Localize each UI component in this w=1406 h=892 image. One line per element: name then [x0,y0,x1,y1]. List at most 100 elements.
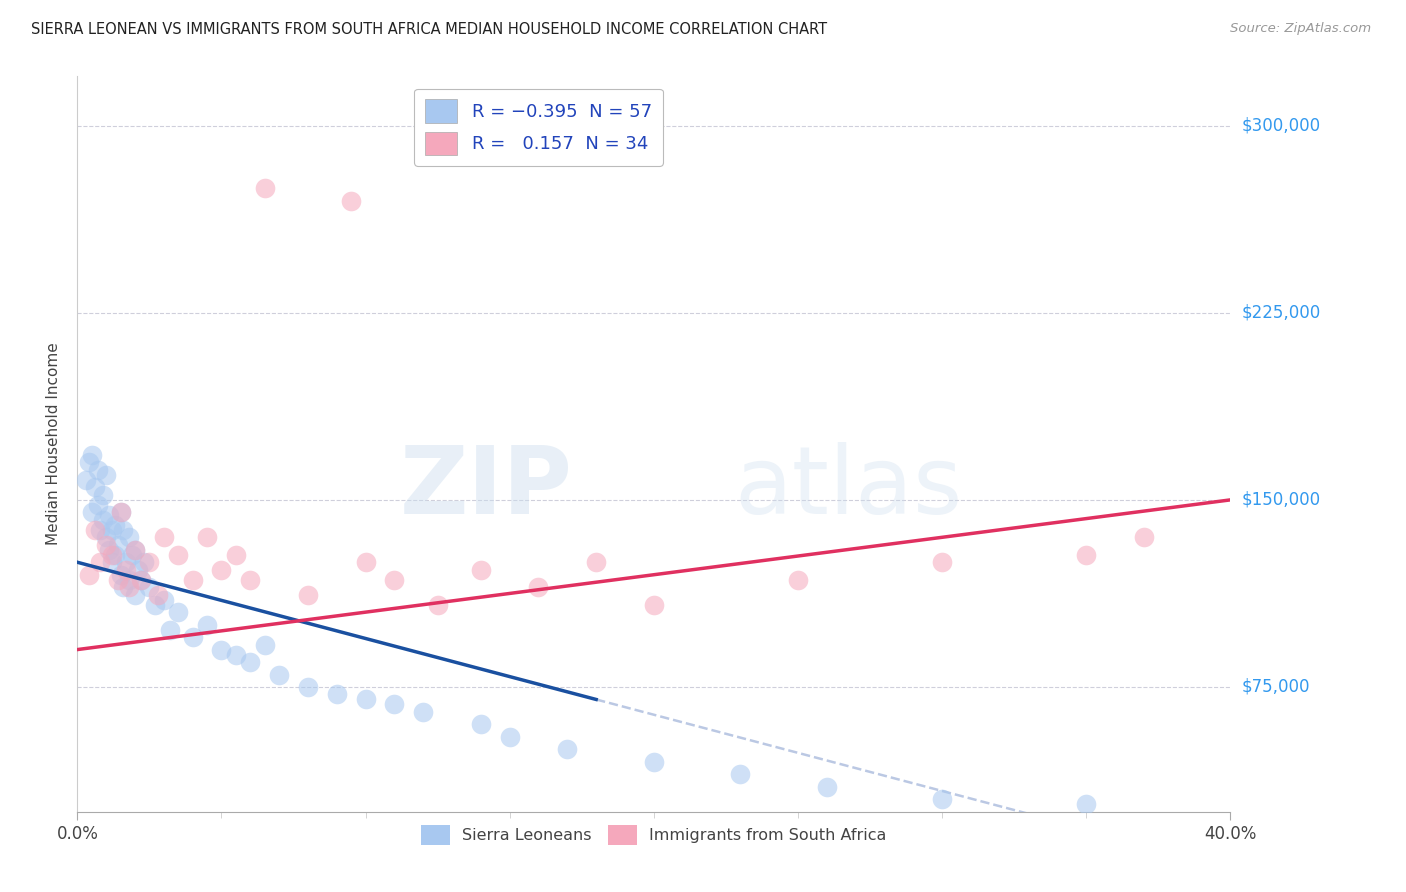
Point [112,580,135,594]
Point [931,792,953,806]
Text: $225,000: $225,000 [1241,304,1320,322]
Y-axis label: Median Household Income: Median Household Income [46,343,62,545]
Point [86,463,108,477]
Point [118,580,141,594]
Point [211,642,233,657]
Text: $300,000: $300,000 [1241,117,1320,135]
Point [80,448,103,462]
Point [382,698,406,712]
Point [239,655,262,669]
Point [138,555,160,569]
Point [91,513,114,527]
Point [153,530,174,544]
Point [159,623,181,637]
Point [730,767,752,781]
Point [107,538,129,552]
Point [340,194,363,208]
Point [167,548,190,562]
Point [83,523,105,537]
Point [181,630,204,644]
Point [426,598,449,612]
Point [1076,797,1098,812]
Point [121,548,143,562]
Point [195,530,218,544]
Point [110,505,132,519]
Point [297,588,319,602]
Point [931,555,953,569]
Point [129,573,152,587]
Point [132,555,155,569]
Point [118,573,141,587]
Point [118,530,141,544]
Point [89,523,111,537]
Point [77,567,100,582]
Point [253,638,276,652]
Point [1076,548,1098,562]
Text: $150,000: $150,000 [1241,491,1320,509]
Point [527,580,550,594]
Text: Source: ZipAtlas.com: Source: ZipAtlas.com [1230,22,1371,36]
Point [146,588,169,602]
Point [557,742,579,756]
Point [96,530,118,544]
Point [77,455,100,469]
Point [101,523,124,537]
Point [354,555,377,569]
Point [195,617,218,632]
Point [104,548,127,562]
Point [98,508,121,522]
Text: SIERRA LEONEAN VS IMMIGRANTS FROM SOUTH AFRICA MEDIAN HOUSEHOLD INCOME CORRELATI: SIERRA LEONEAN VS IMMIGRANTS FROM SOUTH … [31,22,827,37]
Point [80,505,103,519]
Point [267,667,291,681]
Point [98,542,121,557]
Point [124,542,146,557]
Point [297,680,319,694]
Point [354,692,377,706]
Text: $75,000: $75,000 [1241,678,1310,696]
Point [1133,530,1156,544]
Text: ZIP: ZIP [401,442,574,534]
Point [225,548,247,562]
Point [112,523,135,537]
Point [211,563,233,577]
Point [127,563,149,577]
Point [470,717,492,731]
Point [787,573,810,587]
Point [110,505,132,519]
Point [101,555,124,569]
Point [110,567,132,582]
Point [115,563,138,577]
Point [143,598,166,612]
Legend: Sierra Leoneans, Immigrants from South Africa: Sierra Leoneans, Immigrants from South A… [415,818,893,852]
Point [96,538,118,552]
Point [815,780,838,794]
Point [124,588,146,602]
Point [253,181,276,195]
Point [86,498,108,512]
Point [124,542,146,557]
Point [107,573,129,587]
Point [104,517,127,532]
Point [101,548,124,562]
Point [75,473,97,487]
Point [138,580,160,594]
Point [83,480,105,494]
Point [91,488,114,502]
Point [643,598,665,612]
Point [153,592,174,607]
Text: atlas: atlas [734,442,963,534]
Point [181,573,204,587]
Point [167,605,190,619]
Point [96,467,118,482]
Point [225,648,247,662]
Point [326,688,349,702]
Point [382,573,406,587]
Point [499,730,522,744]
Point [585,555,607,569]
Point [89,555,111,569]
Point [643,755,665,769]
Point [115,555,138,569]
Point [239,573,262,587]
Point [129,573,152,587]
Point [412,705,434,719]
